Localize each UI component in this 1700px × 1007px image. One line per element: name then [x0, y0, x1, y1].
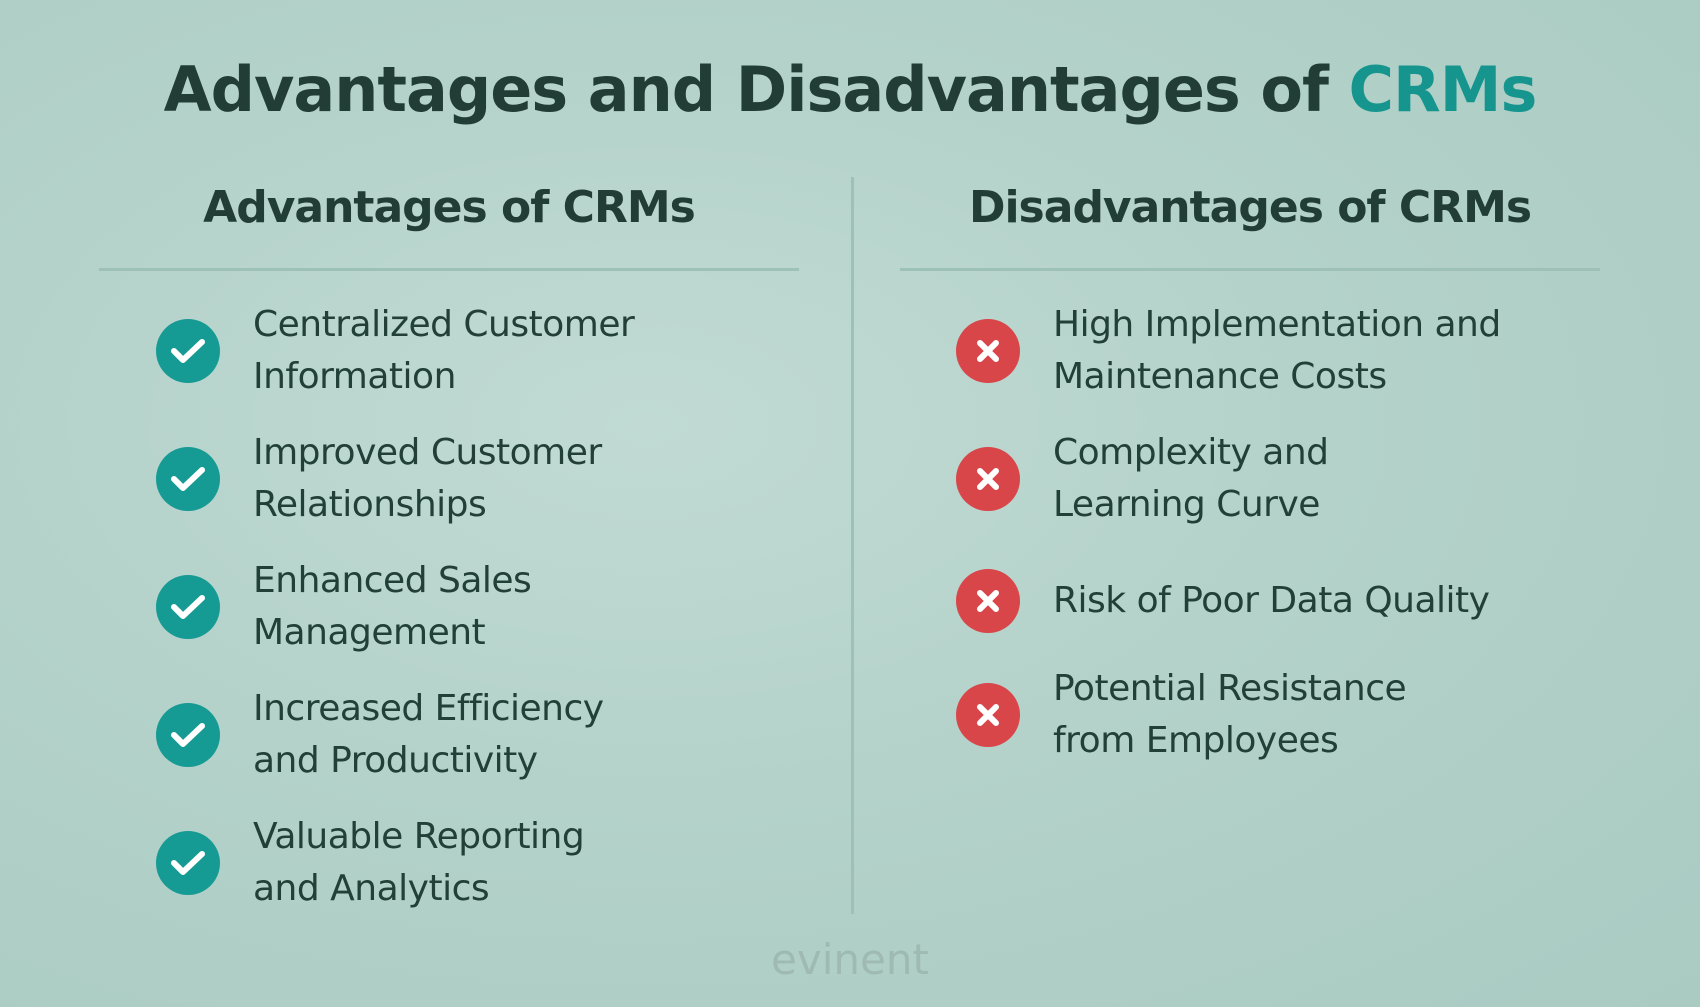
disadvantages-heading: Disadvantages of CRMs	[968, 182, 1532, 233]
advantage-label: Improved Customer Relationships	[253, 432, 602, 525]
x-circle-icon	[956, 319, 1020, 383]
disadvantage-label: Potential Resistance from Employees	[1053, 668, 1407, 761]
title-accent: CRMs	[1348, 53, 1538, 126]
advantage-item: Centralized Customer Information	[156, 299, 773, 403]
advantage-item: Enhanced Sales Management	[156, 555, 773, 659]
advantages-divider-line	[99, 268, 799, 271]
advantage-label: Valuable Reporting and Analytics	[253, 816, 585, 909]
advantage-item: Valuable Reporting and Analytics	[156, 811, 773, 915]
disadvantage-item: Potential Resistance from Employees	[956, 663, 1573, 767]
disadvantage-label: High Implementation and Maintenance Cost…	[1053, 304, 1501, 397]
advantage-label: Centralized Customer Information	[253, 304, 635, 397]
x-circle-icon	[956, 447, 1020, 511]
x-circle-icon	[956, 569, 1020, 633]
page-title: Advantages and Disadvantages of CRMs	[0, 52, 1700, 128]
disadvantage-item: High Implementation and Maintenance Cost…	[956, 299, 1573, 403]
disadvantage-label: Complexity and Learning Curve	[1053, 432, 1329, 525]
advantage-label: Increased Efficiency and Productivity	[253, 688, 604, 781]
advantage-label: Enhanced Sales Management	[253, 560, 532, 653]
check-circle-icon	[156, 447, 220, 511]
advantage-item: Improved Customer Relationships	[156, 427, 773, 531]
check-circle-icon	[156, 831, 220, 895]
column-divider	[851, 177, 854, 914]
check-circle-icon	[156, 575, 220, 639]
advantage-item: Increased Efficiency and Productivity	[156, 683, 773, 787]
check-circle-icon	[156, 703, 220, 767]
disadvantage-item: Risk of Poor Data Quality	[956, 569, 1573, 633]
x-circle-icon	[956, 683, 1020, 747]
check-circle-icon	[156, 319, 220, 383]
brand-logo: evinent	[771, 935, 929, 984]
disadvantages-divider-line	[900, 268, 1600, 271]
advantages-heading: Advantages of CRMs	[203, 182, 696, 233]
disadvantage-item: Complexity and Learning Curve	[956, 427, 1573, 531]
disadvantage-label: Risk of Poor Data Quality	[1053, 580, 1490, 621]
title-main: Advantages and Disadvantages of	[163, 53, 1349, 126]
